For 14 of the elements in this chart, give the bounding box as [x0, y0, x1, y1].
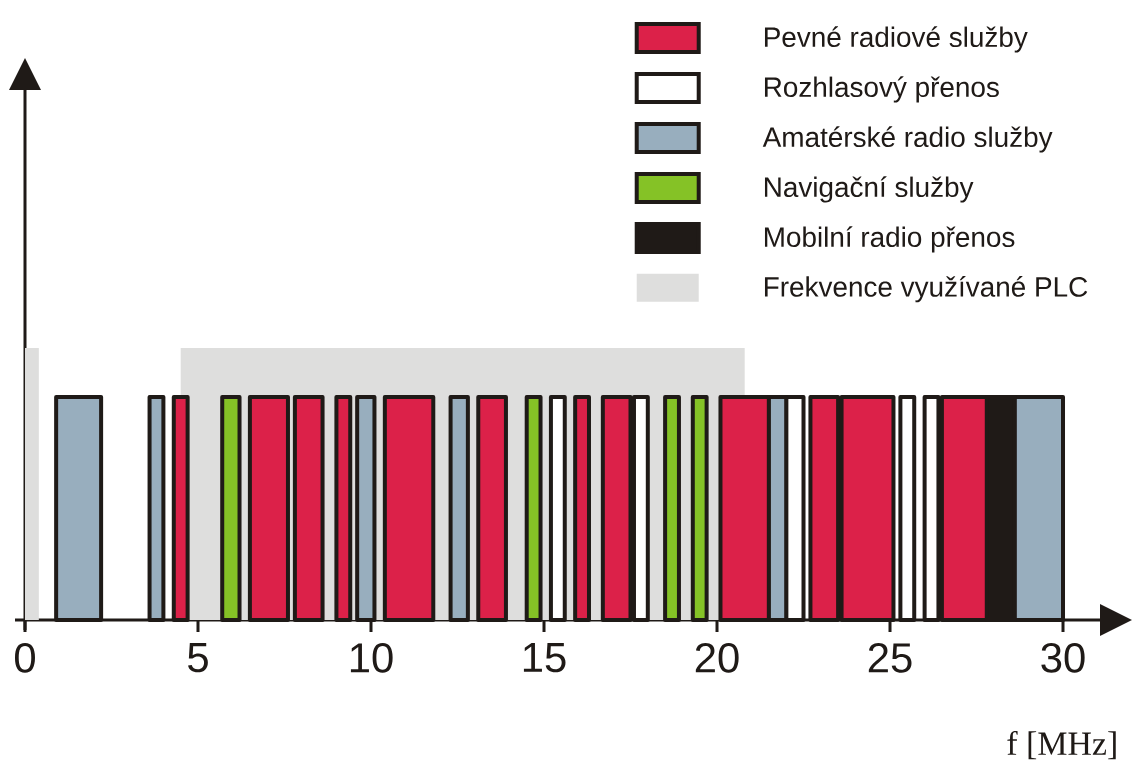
legend-label: Frekvence využívané PLC [764, 275, 1088, 303]
legend-label: Pevné radiové služby [764, 26, 1028, 53]
legend-label: Mobilní radio přenos [764, 226, 1015, 253]
x-tick-label: 30 [1041, 643, 1085, 673]
x-tick-label: 10 [350, 643, 393, 673]
x-tick-label: 5 [188, 643, 208, 673]
x-tick-label: 15 [523, 643, 566, 673]
legend-label: Amatérské radio služby [762, 126, 1053, 153]
x-axis-title: f [MHz] [1007, 730, 1116, 760]
x-tick-label: 0 [14, 643, 35, 673]
x-tick-label: 25 [868, 643, 912, 673]
legend-label: Rozhlasový přenos [764, 76, 999, 103]
x-tick-label: 20 [695, 643, 739, 673]
legend-label: Navigační služby [764, 176, 974, 203]
